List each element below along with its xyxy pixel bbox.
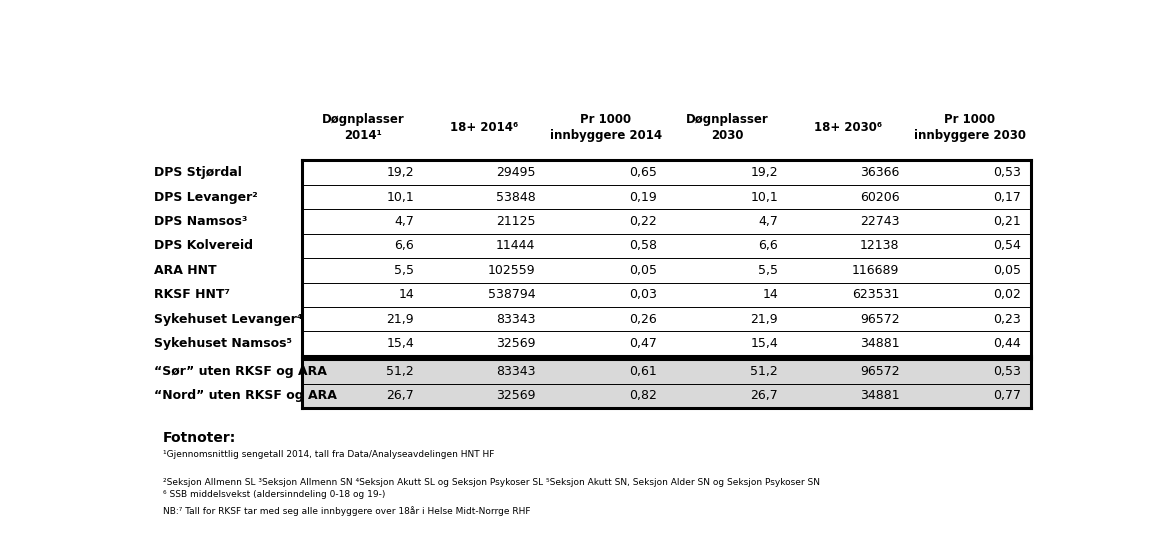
Text: 21,9: 21,9 xyxy=(751,313,778,325)
Bar xyxy=(303,359,1030,383)
Text: DPS Levanger²: DPS Levanger² xyxy=(154,190,258,203)
Text: 0,26: 0,26 xyxy=(629,313,657,325)
Text: 34881: 34881 xyxy=(860,337,899,350)
Text: 0,44: 0,44 xyxy=(993,337,1021,350)
Text: 36366: 36366 xyxy=(860,166,899,179)
Text: 10,1: 10,1 xyxy=(386,190,414,203)
Text: 0,05: 0,05 xyxy=(993,264,1021,277)
Text: 15,4: 15,4 xyxy=(751,337,778,350)
Text: 0,82: 0,82 xyxy=(629,389,657,403)
Text: DPS Namsos³: DPS Namsos³ xyxy=(154,215,247,228)
Text: 11444: 11444 xyxy=(496,240,536,252)
Text: 0,17: 0,17 xyxy=(993,190,1021,203)
Text: 6,6: 6,6 xyxy=(394,240,414,252)
Text: 0,77: 0,77 xyxy=(993,389,1021,403)
Text: 0,53: 0,53 xyxy=(993,365,1021,378)
Text: 53848: 53848 xyxy=(495,190,536,203)
Text: 0,02: 0,02 xyxy=(993,288,1021,301)
Text: 83343: 83343 xyxy=(495,365,536,378)
Text: ARA HNT: ARA HNT xyxy=(154,264,217,277)
Text: 21,9: 21,9 xyxy=(386,313,414,325)
Text: 96572: 96572 xyxy=(860,365,899,378)
Text: 0,22: 0,22 xyxy=(629,215,657,228)
Text: Sykehuset Levanger⁴: Sykehuset Levanger⁴ xyxy=(154,313,303,325)
Bar xyxy=(303,383,1030,408)
Text: 19,2: 19,2 xyxy=(386,166,414,179)
Text: 32569: 32569 xyxy=(495,389,536,403)
Text: 51,2: 51,2 xyxy=(751,365,778,378)
Text: 60206: 60206 xyxy=(860,190,899,203)
Text: 538794: 538794 xyxy=(487,288,536,301)
Text: 83343: 83343 xyxy=(495,313,536,325)
Text: 15,4: 15,4 xyxy=(386,337,414,350)
Text: 18+ 2030⁶: 18+ 2030⁶ xyxy=(814,121,883,134)
Text: “Nord” uten RKSF og ARA: “Nord” uten RKSF og ARA xyxy=(154,389,336,403)
Text: 14: 14 xyxy=(398,288,414,301)
Text: 0,54: 0,54 xyxy=(993,240,1021,252)
Text: Pr 1000
innbyggere 2014: Pr 1000 innbyggere 2014 xyxy=(550,113,662,142)
Text: 0,21: 0,21 xyxy=(993,215,1021,228)
Text: 21125: 21125 xyxy=(495,215,536,228)
Text: 0,03: 0,03 xyxy=(629,288,657,301)
Text: 0,05: 0,05 xyxy=(629,264,657,277)
Text: 26,7: 26,7 xyxy=(386,389,414,403)
Text: ⁶ SSB middelsvekst (aldersinndeling 0-18 og 19-): ⁶ SSB middelsvekst (aldersinndeling 0-18… xyxy=(162,490,385,499)
Text: 32569: 32569 xyxy=(495,337,536,350)
Text: 18+ 2014⁶: 18+ 2014⁶ xyxy=(450,121,519,134)
Text: ¹Gjennomsnittlig sengetall 2014, tall fra Data/Analyseavdelingen HNT HF: ¹Gjennomsnittlig sengetall 2014, tall fr… xyxy=(162,450,494,459)
Text: 0,53: 0,53 xyxy=(993,166,1021,179)
Text: 22743: 22743 xyxy=(860,215,899,228)
Text: 96572: 96572 xyxy=(860,313,899,325)
Text: 116689: 116689 xyxy=(853,264,899,277)
Text: Døgnplasser
2030: Døgnplasser 2030 xyxy=(686,113,768,142)
Text: 26,7: 26,7 xyxy=(751,389,778,403)
Text: 623531: 623531 xyxy=(853,288,899,301)
Text: 0,47: 0,47 xyxy=(629,337,657,350)
Text: 0,23: 0,23 xyxy=(993,313,1021,325)
Text: 0,65: 0,65 xyxy=(629,166,657,179)
Text: 5,5: 5,5 xyxy=(759,264,778,277)
Text: 0,61: 0,61 xyxy=(629,365,657,378)
Text: 14: 14 xyxy=(762,288,778,301)
Text: 4,7: 4,7 xyxy=(759,215,778,228)
Text: 10,1: 10,1 xyxy=(751,190,778,203)
Text: Pr 1000
innbyggere 2030: Pr 1000 innbyggere 2030 xyxy=(914,113,1025,142)
Text: Sykehuset Namsos⁵: Sykehuset Namsos⁵ xyxy=(154,337,292,350)
Text: 6,6: 6,6 xyxy=(759,240,778,252)
Text: “Sør” uten RKSF og ARA: “Sør” uten RKSF og ARA xyxy=(154,365,327,378)
Text: NB:⁷ Tall for RKSF tar med seg alle innbyggere over 18år i Helse Midt-Norrge RHF: NB:⁷ Tall for RKSF tar med seg alle innb… xyxy=(162,506,530,516)
Text: DPS Stjørdal: DPS Stjørdal xyxy=(154,166,242,179)
Text: 19,2: 19,2 xyxy=(751,166,778,179)
Text: 102559: 102559 xyxy=(487,264,536,277)
Text: ²Seksjon Allmenn SL ³Seksjon Allmenn SN ⁴Seksjon Akutt SL og Seksjon Psykoser SL: ²Seksjon Allmenn SL ³Seksjon Allmenn SN … xyxy=(162,478,820,487)
Text: 5,5: 5,5 xyxy=(394,264,414,277)
Text: 12138: 12138 xyxy=(860,240,899,252)
Text: Fotnoter:: Fotnoter: xyxy=(162,431,237,445)
Text: 4,7: 4,7 xyxy=(394,215,414,228)
Text: RKSF HNT⁷: RKSF HNT⁷ xyxy=(154,288,230,301)
Text: 51,2: 51,2 xyxy=(386,365,414,378)
Text: DPS Kolvereid: DPS Kolvereid xyxy=(154,240,253,252)
Text: 34881: 34881 xyxy=(860,389,899,403)
Text: Døgnplasser
2014¹: Døgnplasser 2014¹ xyxy=(321,113,405,142)
Text: 0,58: 0,58 xyxy=(629,240,657,252)
Text: 0,19: 0,19 xyxy=(629,190,657,203)
Text: 29495: 29495 xyxy=(495,166,536,179)
